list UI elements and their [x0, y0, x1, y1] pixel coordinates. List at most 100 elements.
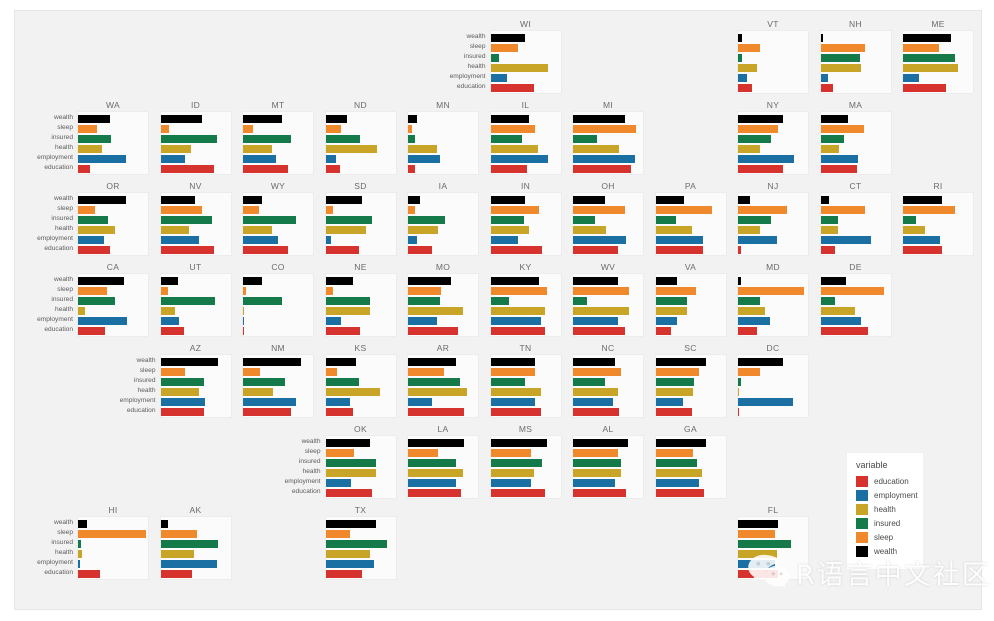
bar-education[interactable] [820, 165, 857, 173]
bar-insured[interactable] [655, 216, 676, 224]
bar-education[interactable] [78, 570, 100, 578]
bar-education[interactable] [78, 246, 110, 254]
bar-insured[interactable] [408, 378, 460, 386]
panel-OH[interactable]: OH [572, 181, 644, 257]
panel-NV[interactable]: NV [159, 181, 232, 257]
bar-sleep[interactable] [243, 368, 261, 376]
bar-education[interactable] [490, 408, 541, 416]
bar-insured[interactable] [490, 54, 500, 62]
bar-education[interactable] [160, 246, 214, 254]
bar-education[interactable] [490, 327, 546, 335]
bar-education[interactable] [243, 246, 288, 254]
bar-wealth[interactable] [655, 439, 706, 447]
bar-sleep[interactable] [490, 287, 547, 295]
bar-wealth[interactable] [160, 520, 168, 528]
bar-education[interactable] [573, 408, 620, 416]
bar-insured[interactable] [160, 216, 213, 224]
bar-sleep[interactable] [490, 44, 518, 52]
bar-education[interactable] [738, 570, 779, 578]
bar-sleep[interactable] [655, 368, 699, 376]
bar-education[interactable] [78, 327, 106, 335]
panel-KS[interactable]: KS [324, 343, 397, 419]
bar-education[interactable] [490, 489, 546, 497]
bar-sleep[interactable] [408, 287, 442, 295]
panel-NY[interactable]: NY [737, 100, 809, 176]
bar-wealth[interactable] [325, 439, 371, 447]
bar-insured[interactable] [490, 216, 524, 224]
panel-MN[interactable]: MN [407, 100, 479, 176]
bar-health[interactable] [738, 64, 757, 72]
bar-wealth[interactable] [490, 115, 530, 123]
bar-employment[interactable] [655, 236, 704, 244]
bar-wealth[interactable] [820, 34, 824, 42]
panel-NM[interactable]: NM [242, 343, 314, 419]
bar-education[interactable] [243, 165, 288, 173]
bar-sleep[interactable] [655, 287, 696, 295]
bar-employment[interactable] [160, 317, 180, 325]
bar-employment[interactable] [160, 398, 206, 406]
bar-health[interactable] [78, 226, 116, 234]
bar-sleep[interactable] [738, 206, 787, 214]
bar-health[interactable] [573, 388, 618, 396]
bar-education[interactable] [820, 84, 834, 92]
panel-HI[interactable]: HI wealth sleep insured health employment educ… [37, 505, 149, 581]
bar-employment[interactable] [573, 479, 615, 487]
bar-sleep[interactable] [490, 206, 540, 214]
bar-employment[interactable] [243, 236, 278, 244]
bar-insured[interactable] [325, 297, 371, 305]
bar-employment[interactable] [738, 155, 795, 163]
bar-sleep[interactable] [160, 530, 197, 538]
panel-DC[interactable]: DC [737, 343, 809, 419]
bar-wealth[interactable] [490, 34, 526, 42]
bar-sleep[interactable] [325, 287, 333, 295]
bar-education[interactable] [408, 327, 459, 335]
bar-wealth[interactable] [78, 196, 126, 204]
bar-employment[interactable] [490, 398, 536, 406]
bar-insured[interactable] [820, 216, 838, 224]
bar-health[interactable] [573, 469, 621, 477]
bar-sleep[interactable] [160, 125, 170, 133]
bar-sleep[interactable] [408, 368, 444, 376]
bar-wealth[interactable] [738, 277, 741, 285]
bar-employment[interactable] [738, 236, 777, 244]
bar-wealth[interactable] [738, 34, 743, 42]
panel-WV[interactable]: WV [572, 262, 644, 338]
panel-FL[interactable]: FL [737, 505, 809, 581]
bar-wealth[interactable] [325, 277, 353, 285]
bar-employment[interactable] [325, 155, 336, 163]
bar-education[interactable] [573, 489, 627, 497]
bar-education[interactable] [325, 408, 353, 416]
bar-wealth[interactable] [820, 115, 848, 123]
bar-health[interactable] [160, 145, 191, 153]
bar-insured[interactable] [243, 135, 291, 143]
bar-insured[interactable] [160, 378, 204, 386]
bar-employment[interactable] [78, 155, 126, 163]
panel-MA[interactable]: MA [819, 100, 892, 176]
bar-sleep[interactable] [325, 449, 355, 457]
bar-sleep[interactable] [408, 449, 439, 457]
panel-SD[interactable]: SD [324, 181, 397, 257]
bar-wealth[interactable] [738, 196, 750, 204]
bar-health[interactable] [655, 388, 693, 396]
bar-education[interactable] [738, 246, 741, 254]
bar-health[interactable] [820, 226, 838, 234]
bar-wealth[interactable] [78, 520, 87, 528]
bar-insured[interactable] [408, 135, 416, 143]
bar-sleep[interactable] [490, 125, 536, 133]
bar-insured[interactable] [573, 378, 605, 386]
bar-health[interactable] [408, 388, 468, 396]
bar-insured[interactable] [573, 216, 595, 224]
bar-wealth[interactable] [903, 196, 942, 204]
bar-sleep[interactable] [325, 206, 333, 214]
bar-insured[interactable] [490, 459, 543, 467]
bar-sleep[interactable] [160, 287, 168, 295]
bar-health[interactable] [655, 469, 702, 477]
legend-item[interactable]: sleep [856, 531, 914, 544]
bar-employment[interactable] [490, 155, 549, 163]
panel-LA[interactable]: LA [407, 424, 479, 500]
bar-wealth[interactable] [408, 115, 417, 123]
bar-employment[interactable] [655, 398, 683, 406]
panel-WI[interactable]: WI wealth sleep insured health employment educ… [450, 19, 562, 95]
bar-sleep[interactable] [903, 44, 939, 52]
panel-IA[interactable]: IA [407, 181, 479, 257]
